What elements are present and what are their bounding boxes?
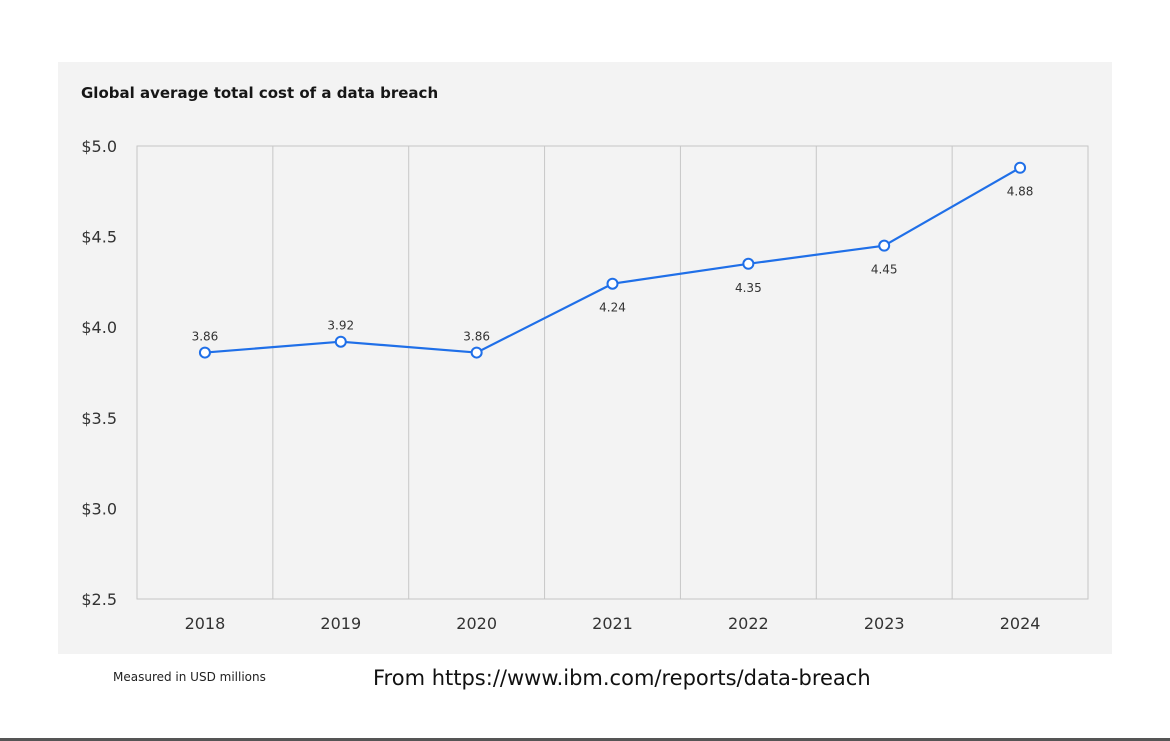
x-tick-label: 2024 [1000, 614, 1041, 633]
x-tick-label: 2021 [592, 614, 633, 633]
x-tick-label: 2018 [185, 614, 226, 633]
y-tick-label: $4.0 [81, 318, 117, 337]
source-text: From https://www.ibm.com/reports/data-br… [373, 666, 871, 690]
footnote: Measured in USD millions [113, 670, 266, 684]
x-tick-label: 2020 [456, 614, 497, 633]
x-tick-label: 2019 [320, 614, 361, 633]
y-tick-label: $4.5 [81, 228, 117, 247]
y-tick-label: $5.0 [81, 137, 117, 156]
data-point [1014, 161, 1027, 174]
data-label: 4.35 [735, 281, 762, 295]
x-tick-label: 2023 [864, 614, 905, 633]
data-point [878, 239, 891, 252]
plot-frame [136, 145, 1089, 600]
data-point [334, 335, 347, 348]
data-label: 3.86 [463, 330, 490, 344]
chart-panel [58, 62, 1112, 654]
bottom-rule [0, 738, 1170, 741]
data-point [470, 346, 483, 359]
data-label: 3.86 [192, 330, 219, 344]
data-label: 4.45 [871, 263, 898, 277]
chart-title: Global average total cost of a data brea… [81, 84, 439, 102]
data-point [742, 257, 755, 270]
data-label: 4.24 [599, 301, 626, 315]
x-tick-label: 2022 [728, 614, 769, 633]
y-tick-label: $2.5 [81, 590, 117, 609]
data-label: 3.92 [327, 319, 354, 333]
y-tick-label: $3.0 [81, 499, 117, 518]
data-label: 4.88 [1007, 185, 1034, 199]
data-point [606, 277, 619, 290]
y-tick-label: $3.5 [81, 409, 117, 428]
data-point [198, 346, 211, 359]
